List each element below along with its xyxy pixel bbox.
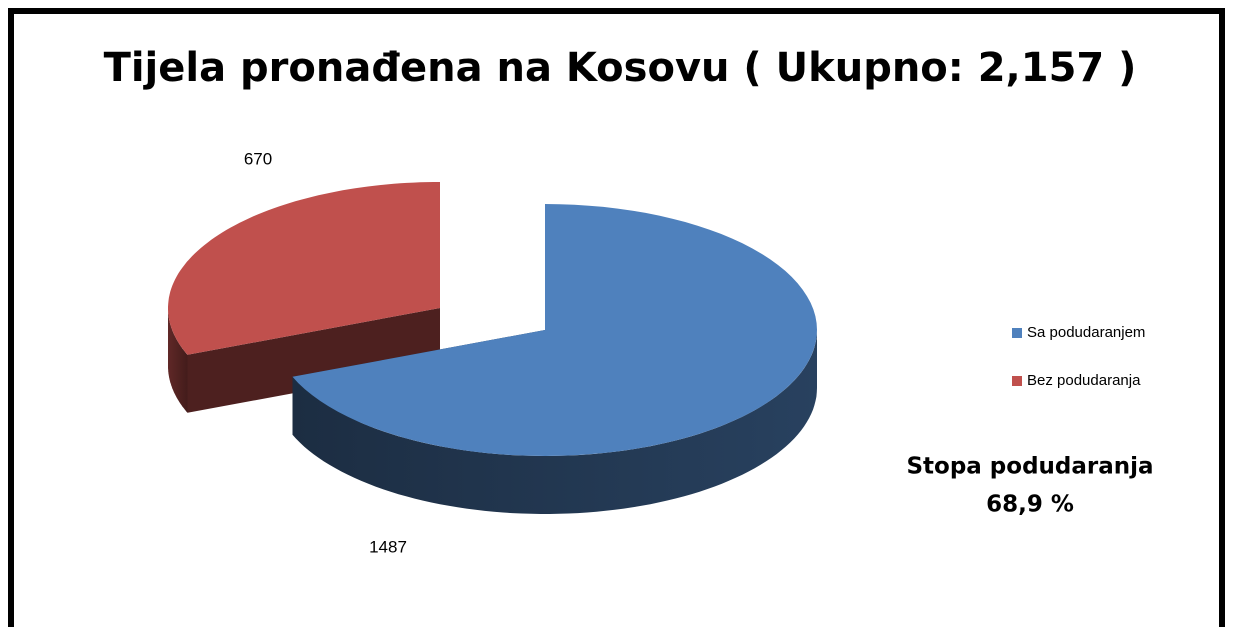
legend-label: Bez podudaranja xyxy=(1027,372,1141,389)
annotation: Stopa podudaranja xyxy=(906,454,1153,480)
pie-slice xyxy=(292,204,817,456)
pie-slice xyxy=(168,182,440,355)
slice-wall xyxy=(168,308,188,413)
legend-label: Sa podudaranjem xyxy=(1027,324,1145,341)
pie xyxy=(168,182,817,514)
value-label: 670 xyxy=(244,149,272,168)
value-label: 1487 xyxy=(369,537,407,556)
slice-wall xyxy=(292,330,817,514)
slice-side xyxy=(187,308,440,413)
annotation: 68,9 % xyxy=(986,492,1074,518)
chart-border xyxy=(8,8,1225,627)
chart-title: Tijela pronađena na Kosovu ( Ukupno: 2,1… xyxy=(104,45,1137,91)
legend-swatch xyxy=(1012,328,1022,338)
legend-swatch xyxy=(1012,376,1022,386)
